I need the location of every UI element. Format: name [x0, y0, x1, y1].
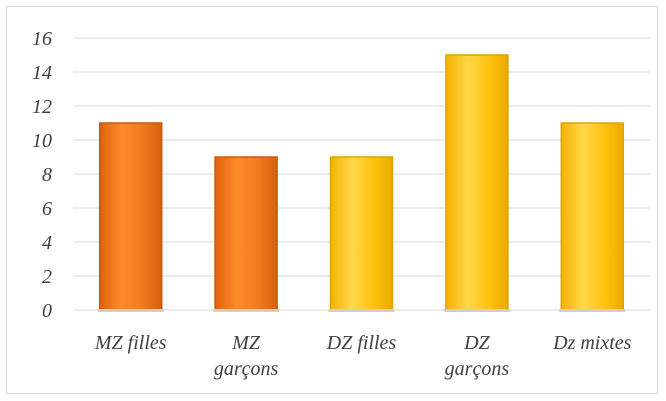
bar-2	[214, 156, 278, 311]
y-tick-label: 6	[42, 198, 52, 220]
bar-base-shadow	[559, 309, 626, 312]
gridlines	[73, 37, 650, 311]
y-tick-label: 14	[32, 62, 52, 84]
x-tick-label-line: DZ	[463, 332, 490, 354]
bar-base-shadow	[328, 309, 395, 312]
bar-1	[98, 122, 163, 311]
x-tick-label-line: Dz mixtes	[552, 332, 632, 354]
bar-3	[329, 156, 394, 311]
x-tick-label: MZ garçons	[214, 332, 279, 380]
x-tick-label-line: DZ filles	[326, 332, 397, 354]
x-tick-label-line: MZ	[231, 332, 261, 354]
x-axis-labels: MZ filles MZ garçons DZ filles DZ garçons Dz m…	[94, 332, 632, 380]
y-tick-label: 2	[42, 266, 52, 288]
y-axis-ticks: 0 2 4 6 8 10 12 14 16	[32, 28, 52, 322]
y-tick-label: 16	[32, 28, 52, 50]
x-tick-label: MZ filles	[94, 332, 167, 354]
bars	[97, 54, 626, 312]
x-tick-label-line: garçons	[214, 358, 279, 380]
y-tick-label: 0	[42, 300, 52, 322]
x-tick-label: DZ filles	[326, 332, 397, 354]
bar-5	[560, 122, 625, 311]
bar-4	[445, 54, 509, 311]
bar-base-shadow	[97, 309, 164, 312]
bar-base-shadow	[443, 309, 510, 312]
x-tick-label: Dz mixtes	[552, 332, 632, 354]
y-tick-label: 4	[42, 232, 52, 254]
y-tick-label: 10	[32, 130, 52, 152]
y-tick-label: 12	[32, 96, 52, 118]
bar-base-shadow	[213, 309, 280, 312]
y-tick-label: 8	[42, 164, 52, 186]
x-tick-label-line: garçons	[445, 358, 510, 380]
x-tick-label: DZ garçons	[445, 332, 510, 380]
x-tick-label-line: MZ filles	[94, 332, 167, 354]
